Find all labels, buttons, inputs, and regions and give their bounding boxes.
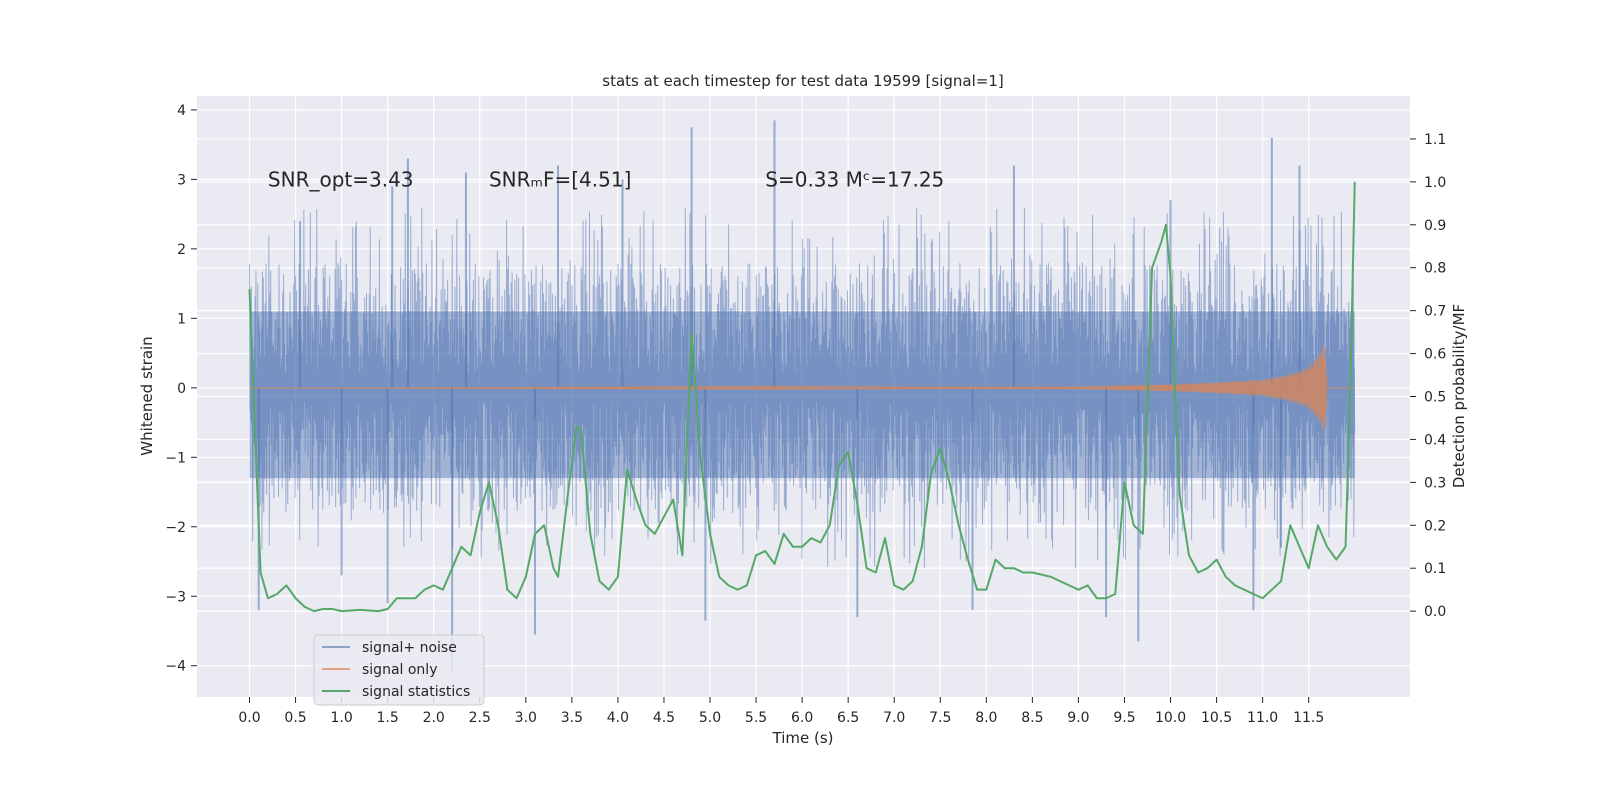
right-y-tick-label: 0.3 — [1424, 475, 1446, 491]
legend-label: signal statistics — [362, 684, 470, 700]
x-tick-label: 9.5 — [1113, 710, 1135, 726]
x-tick-label: 7.0 — [883, 710, 905, 726]
right-y-tick-label: 0.2 — [1424, 518, 1446, 534]
left-y-tick-label: −1 — [165, 450, 186, 466]
annotation-text: S=0.33 Mᶜ=17.25 — [765, 167, 944, 191]
left-y-axis-label: Whitened strain — [138, 336, 156, 455]
x-tick-label: 8.0 — [975, 710, 997, 726]
annotations: SNR_opt=3.43 SNRₘF=[4.51] S=0.33 Mᶜ=17.25 — [268, 167, 944, 191]
x-tick-label: 11.5 — [1293, 710, 1324, 726]
right-y-tick-label: 0.4 — [1424, 432, 1446, 448]
left-y-tick-label: 3 — [177, 172, 186, 188]
signal-noise-series — [249, 120, 1356, 673]
x-tick-label: 1.0 — [330, 710, 352, 726]
x-tick-label: 1.5 — [377, 710, 399, 726]
x-tick-label: 3.0 — [515, 710, 537, 726]
noise-core-band — [249, 311, 1355, 479]
right-y-tick-label: 1.1 — [1424, 132, 1446, 148]
x-tick-label: 4.5 — [653, 710, 675, 726]
left-y-tick-label: 0 — [177, 381, 186, 397]
right-y-tick-label: 0.7 — [1424, 304, 1446, 320]
right-y-tick-label: 0.8 — [1424, 261, 1446, 277]
x-axis-label: Time (s) — [772, 729, 834, 747]
x-tick-label: 0.5 — [284, 710, 306, 726]
x-tick-label: 10.0 — [1155, 710, 1186, 726]
right-y-tick-label: 1.0 — [1424, 175, 1446, 191]
legend-label: signal only — [362, 662, 437, 678]
right-y-tick-label: 0.9 — [1424, 218, 1446, 234]
x-tick-label: 6.0 — [791, 710, 813, 726]
right-y-tick-label: 0.1 — [1424, 561, 1446, 577]
signal-only-series — [249, 345, 1355, 431]
x-tick-label: 10.5 — [1201, 710, 1232, 726]
right-y-tick-label: 0.5 — [1424, 390, 1446, 406]
stats-line — [248, 181, 1356, 613]
annotation-text: SNRₘF=[4.51] — [489, 167, 631, 191]
x-tick-label: 6.5 — [837, 710, 859, 726]
x-tick-label: 5.5 — [745, 710, 767, 726]
right-y-axis-ticks: 0.0 0.1 0.2 0.3 0.4 0.5 0.6 0.7 0.8 0.9 1.0 1.1 — [1410, 132, 1446, 620]
signal-statistics-series — [248, 181, 1356, 613]
left-y-tick-label: −4 — [165, 659, 186, 675]
noise-trace — [249, 207, 1356, 569]
left-y-axis-ticks: −4 −3 −2 −1 0 1 2 3 4 — [165, 103, 197, 675]
signal-trace — [249, 345, 1355, 431]
x-tick-label: 9.0 — [1067, 710, 1089, 726]
left-y-tick-label: 1 — [177, 311, 186, 327]
left-y-tick-label: 4 — [177, 103, 186, 119]
x-tick-label: 2.5 — [469, 710, 491, 726]
chart-title: stats at each timestep for test data 195… — [602, 72, 1003, 90]
left-y-tick-label: 2 — [177, 242, 186, 258]
x-tick-label: 4.0 — [607, 710, 629, 726]
x-tick-label: 7.5 — [929, 710, 951, 726]
left-y-tick-label: −2 — [165, 520, 186, 536]
legend: signal+ noise signal only signal statistic… — [313, 634, 485, 706]
x-tick-label: 5.0 — [699, 710, 721, 726]
annotation-text: SNR_opt=3.43 — [268, 167, 414, 191]
right-y-tick-label: 0.0 — [1424, 604, 1446, 620]
x-tick-label: 11.0 — [1247, 710, 1278, 726]
left-y-tick-label: −3 — [165, 589, 186, 605]
right-y-axis-label: Detection probability/MF — [1450, 304, 1468, 488]
x-axis-ticks: 0.0 0.5 1.0 1.5 2.0 2.5 3.0 3.5 4.0 4.5 5.0 5.5 6.0 6… — [238, 697, 1324, 726]
x-tick-label: 0.0 — [238, 710, 260, 726]
x-tick-label: 3.5 — [561, 710, 583, 726]
x-tick-label: 8.5 — [1021, 710, 1043, 726]
legend-label: signal+ noise — [362, 640, 457, 656]
right-y-tick-label: 0.6 — [1424, 347, 1446, 363]
legend-box — [313, 634, 485, 706]
x-tick-label: 2.0 — [423, 710, 445, 726]
